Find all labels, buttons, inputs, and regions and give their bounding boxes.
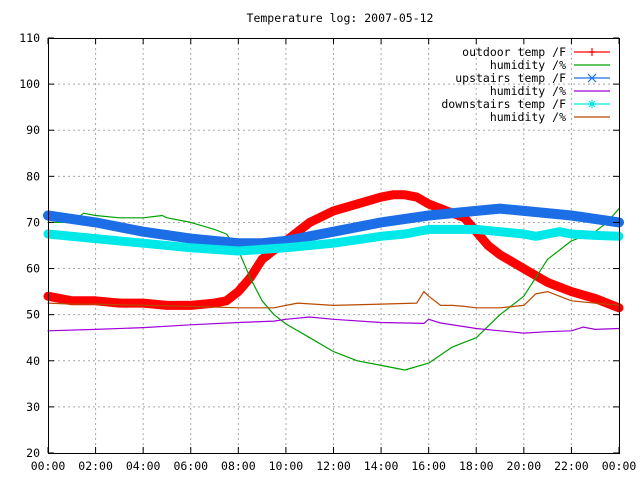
- grid-lines: [48, 38, 619, 453]
- y-tick-label: 20: [26, 446, 40, 460]
- x-tick-label: 06:00: [173, 459, 208, 473]
- y-tick-label: 100: [19, 77, 40, 91]
- y-tick-label: 110: [19, 31, 40, 45]
- x-tick-label: 02:00: [78, 459, 113, 473]
- x-tick-label: 14:00: [364, 459, 399, 473]
- series-line-2: [43, 203, 624, 249]
- y-tick-label: 90: [26, 123, 40, 137]
- legend-label: downstairs temp /F: [441, 97, 566, 111]
- x-tick-label: 20:00: [507, 459, 542, 473]
- series-line-0: [43, 190, 624, 313]
- x-tick-label: 16:00: [411, 459, 446, 473]
- legend-marker-cross: [587, 73, 597, 83]
- series-layer: [43, 190, 624, 371]
- axis-ticks: 20 30 40 50 60 70 80 90 100 110 00:00 02:00 04:00 06:…: [19, 31, 636, 473]
- legend-marker-star: [588, 100, 596, 108]
- series-line-4: [43, 224, 624, 256]
- y-tick-label: 30: [26, 400, 40, 414]
- legend-marker-plus: [588, 48, 596, 56]
- x-tick-label: 08:00: [221, 459, 256, 473]
- x-tick-label: 04:00: [126, 459, 161, 473]
- chart-title: Temperature log: 2007-05-12: [247, 11, 434, 25]
- x-tick-label: 18:00: [459, 459, 494, 473]
- y-tick-label: 40: [26, 354, 40, 368]
- legend-label: outdoor temp /F: [462, 45, 566, 59]
- x-tick-label: 10:00: [269, 459, 304, 473]
- series-line-5: [47, 291, 620, 309]
- legend-label: humidity /%: [490, 110, 566, 124]
- series-line-1: [47, 208, 620, 371]
- y-tick-label: 80: [26, 169, 40, 183]
- legend-label: humidity /%: [490, 84, 566, 98]
- y-tick-label: 60: [26, 262, 40, 276]
- legend-label: humidity /%: [490, 58, 566, 72]
- legend-label: upstairs temp /F: [455, 71, 566, 85]
- y-tick-label: 50: [26, 308, 40, 322]
- x-tick-label: 00:00: [602, 459, 637, 473]
- x-tick-label: 12:00: [316, 459, 351, 473]
- y-tick-label: 70: [26, 215, 40, 229]
- x-tick-label: 22:00: [554, 459, 589, 473]
- x-tick-label: 00:00: [31, 459, 66, 473]
- series-line-3: [47, 316, 620, 334]
